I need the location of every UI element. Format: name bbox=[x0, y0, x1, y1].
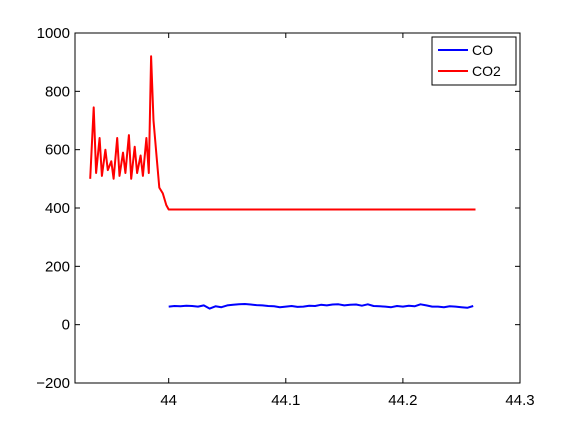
y-axis: −200 0 200 400 600 800 1000 bbox=[36, 25, 520, 392]
x-tick-label: 44 bbox=[160, 392, 177, 409]
y-tick-label: 200 bbox=[45, 258, 70, 275]
legend-label-co2: CO2 bbox=[472, 63, 501, 79]
y-tick-label: 1000 bbox=[37, 25, 70, 42]
legend-label-co: CO bbox=[472, 42, 493, 58]
y-tick-label: −200 bbox=[36, 375, 70, 392]
y-tick-label: 800 bbox=[45, 83, 70, 100]
x-tick-label: 44.3 bbox=[505, 392, 534, 409]
plot-area bbox=[74, 32, 521, 384]
y-tick-label: 400 bbox=[45, 200, 70, 217]
x-axis: 44 44.1 44.2 44.3 bbox=[160, 33, 535, 409]
y-tick-label: 600 bbox=[45, 142, 70, 159]
series-line-co bbox=[168, 303, 474, 310]
y-tick-label: 0 bbox=[62, 317, 70, 334]
legend: CO CO2 bbox=[431, 36, 517, 86]
x-tick-label: 44.2 bbox=[388, 392, 417, 409]
legend-box bbox=[431, 36, 517, 86]
series-layer bbox=[89, 55, 476, 310]
x-tick-label: 44.1 bbox=[271, 392, 300, 409]
series-line-co2 bbox=[89, 55, 476, 211]
